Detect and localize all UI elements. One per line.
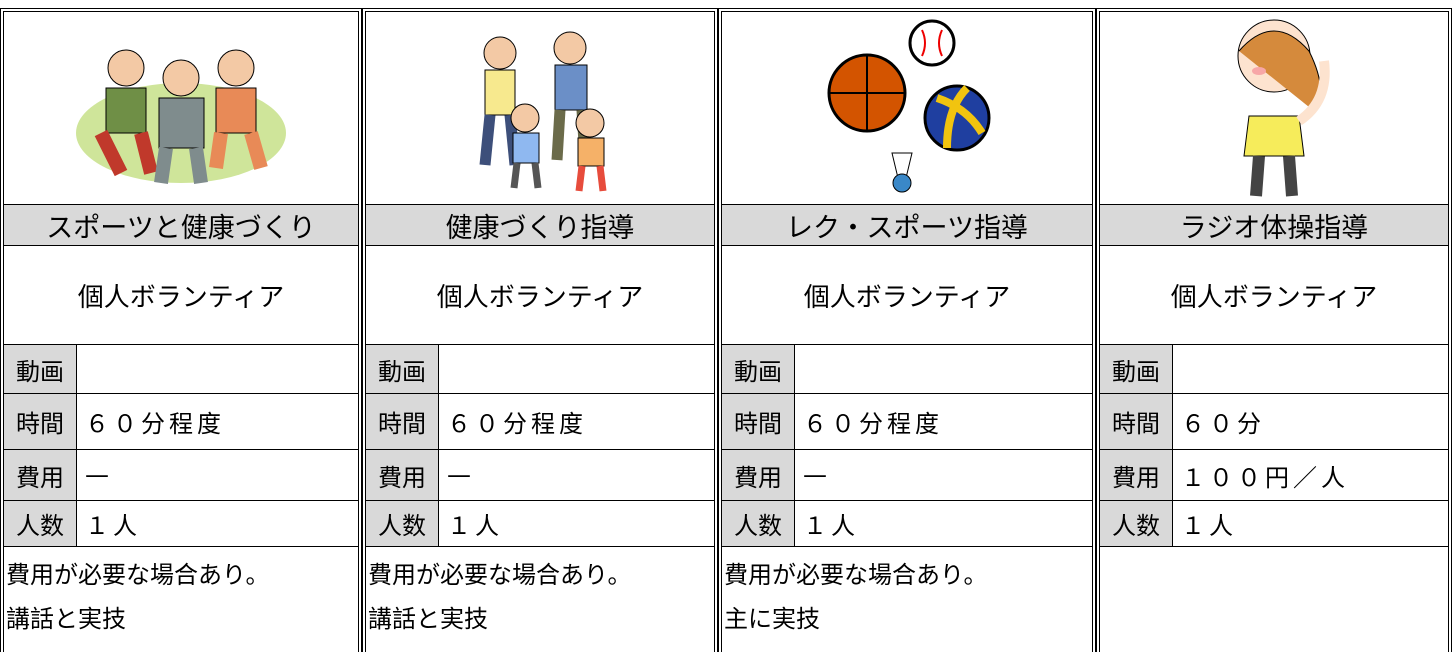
volunteer-type: 個人ボランティア [1100, 246, 1448, 345]
image-cell [4, 12, 358, 205]
info-row: 動画 [366, 345, 714, 394]
row-label: 時間 [4, 394, 77, 449]
info-row: 時間 ６０分程度 [722, 394, 1092, 450]
illustration [1237, 19, 1330, 196]
row-label: 費用 [366, 450, 439, 500]
info-row: 動画 [4, 345, 358, 394]
notes: 費用が必要な場合あり。 主に実技 [722, 547, 1092, 652]
info-row: 時間 ６０分程度 [4, 394, 358, 450]
row-value: ６０分程度 [85, 410, 225, 438]
row-value: １人 [447, 512, 503, 540]
notes: 費用が必要な場合あり。 講話と実技 [366, 547, 714, 652]
row-label: 動画 [722, 345, 795, 393]
row-value: ６０分 [1181, 410, 1265, 438]
volunteer-type: 個人ボランティア [366, 246, 714, 345]
row-value: １人 [803, 512, 859, 540]
info-row: 費用 １００円／人 [1100, 450, 1448, 501]
row-label: 動画 [4, 345, 77, 393]
row-value [795, 345, 1092, 393]
info-row: 動画 [1100, 345, 1448, 394]
info-row: 時間 ６０分程度 [366, 394, 714, 450]
row-value: ６０分程度 [447, 410, 587, 438]
card: スポーツと健康づくり 個人ボランティア 動画 時間 ６０分程度 費用 — 人数 １人費用が必要な… [0, 8, 362, 652]
row-value: — [803, 461, 831, 489]
volunteer-type: 個人ボランティア [722, 246, 1092, 345]
card: 健康づくり指導 個人ボランティア 動画 時間 ６０分程度 費用 — 人数 １人費用が必要な場合あ… [362, 8, 718, 652]
illustration [827, 19, 991, 193]
row-label: 費用 [4, 450, 77, 500]
note-line: 主に実技 [724, 605, 820, 633]
row-value: — [447, 461, 475, 489]
illustration [76, 49, 286, 184]
row-label: 時間 [366, 394, 439, 449]
image-cell [722, 12, 1092, 205]
card-title: スポーツと健康づくり [4, 205, 358, 246]
row-label: 人数 [1100, 501, 1173, 546]
info-row: 費用 — [722, 450, 1092, 501]
card: ラジオ体操指導 個人ボランティア 動画 時間 ６０分 費用 １００円／人 人数 １人 [1096, 8, 1452, 652]
row-value: １００円／人 [1181, 463, 1349, 492]
card-title: ラジオ体操指導 [1100, 205, 1448, 246]
note-line: 費用が必要な場合あり。 [6, 561, 270, 589]
row-label: 時間 [1100, 394, 1173, 449]
card: レク・スポーツ指導 個人ボランティア 動画 時間 ６０分程度 費用 — 人数 １人費用が必要な場… [718, 8, 1096, 652]
row-label: 人数 [366, 501, 439, 546]
row-label: 費用 [722, 450, 795, 500]
image-cell [366, 12, 714, 205]
row-label: 費用 [1100, 450, 1173, 500]
row-value: １人 [85, 512, 141, 540]
row-value: １人 [1181, 512, 1237, 540]
row-label: 人数 [4, 501, 77, 546]
row-value: — [85, 461, 113, 489]
row-label: 動画 [366, 345, 439, 393]
info-row: 人数 １人 [1100, 501, 1448, 547]
notes [1100, 547, 1448, 652]
row-label: 時間 [722, 394, 795, 449]
row-value [77, 345, 358, 393]
note-line: 講話と実技 [6, 605, 126, 633]
row-value: ６０分程度 [803, 410, 943, 438]
info-row: 動画 [722, 345, 1092, 394]
note-line: 費用が必要な場合あり。 [724, 561, 988, 589]
info-row: 人数 １人 [366, 501, 714, 547]
info-row: 時間 ６０分 [1100, 394, 1448, 450]
info-row: 費用 — [366, 450, 714, 501]
info-row: 費用 — [4, 450, 358, 501]
row-label: 動画 [1100, 345, 1173, 393]
card-title: 健康づくり指導 [366, 205, 714, 246]
row-value [439, 345, 714, 393]
info-row: 人数 １人 [722, 501, 1092, 547]
illustration [479, 31, 607, 192]
image-cell [1100, 12, 1448, 205]
notes: 費用が必要な場合あり。 講話と実技 [4, 547, 358, 652]
card-title: レク・スポーツ指導 [722, 205, 1092, 246]
info-row: 人数 １人 [4, 501, 358, 547]
note-line: 費用が必要な場合あり。 [368, 561, 632, 589]
row-value [1173, 345, 1448, 393]
row-label: 人数 [722, 501, 795, 546]
note-line: 講話と実技 [368, 605, 488, 633]
volunteer-type: 個人ボランティア [4, 246, 358, 345]
